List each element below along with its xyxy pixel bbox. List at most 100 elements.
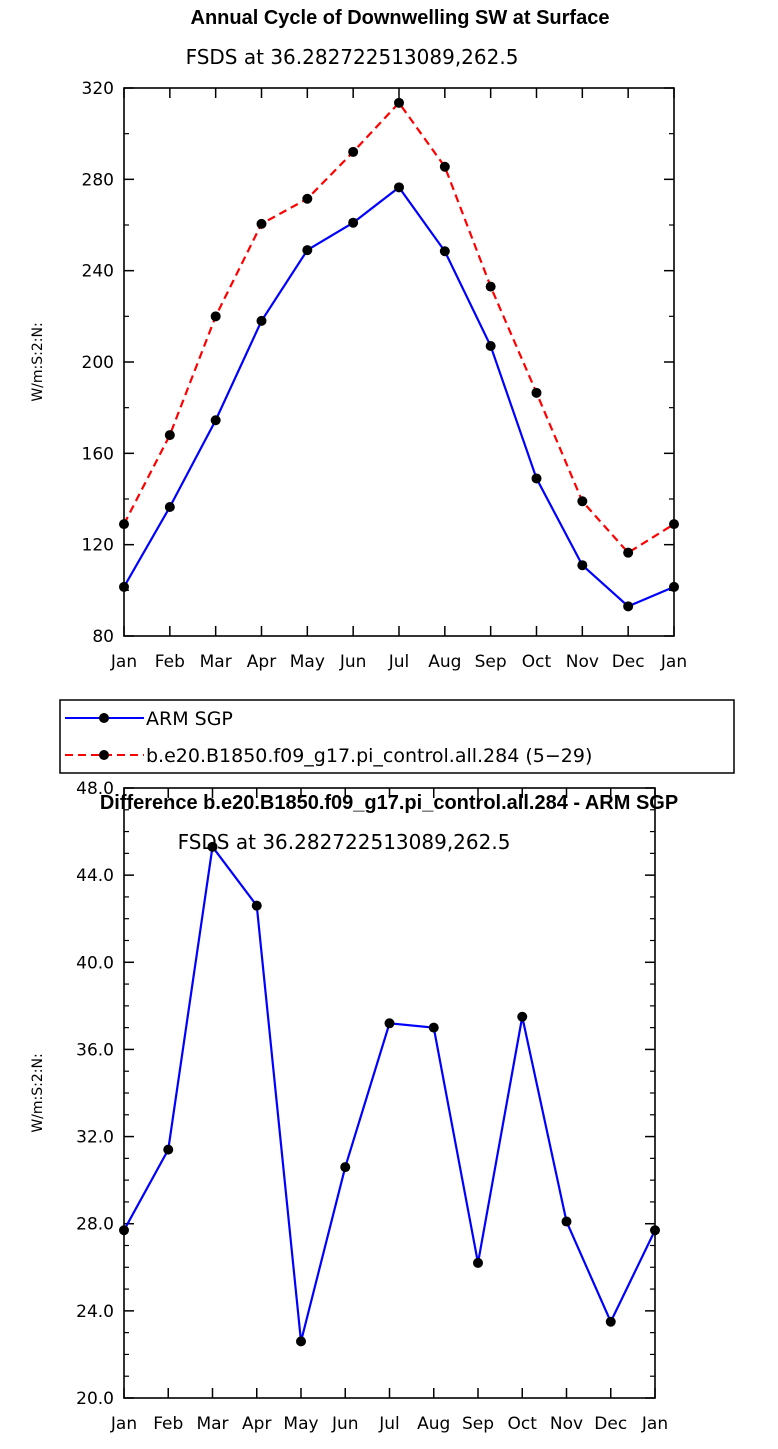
series-0-point <box>340 1162 351 1173</box>
series-0-point <box>119 581 129 592</box>
series-0-point <box>485 341 496 352</box>
series-0-point <box>163 1144 174 1155</box>
series-0-point <box>577 560 588 571</box>
series-1-point <box>531 387 542 398</box>
series-0-point <box>119 1225 129 1236</box>
legend-label-model: b.e20.B1850.f09_g17.pi_control.all.284 (… <box>146 745 592 767</box>
y-tick-label: 160 <box>82 444 114 464</box>
x-tick-label: Jun <box>339 652 367 672</box>
series-0-point <box>207 841 218 852</box>
x-tick-label: Apr <box>242 1414 271 1434</box>
legend-box <box>59 699 735 774</box>
chart-1-legend: ARM SGP b.e20.B1850.f09_g17.pi_control.a… <box>59 699 735 774</box>
x-tick-label: May <box>290 652 325 672</box>
y-tick-label: 20.0 <box>76 1389 114 1409</box>
series-0-point <box>296 1336 306 1347</box>
x-tick-label: Oct <box>508 1414 538 1434</box>
y-tick-label: 44.0 <box>76 866 114 886</box>
y-axis-label: W/m:S:2:N: <box>30 1053 46 1132</box>
series-line-0 <box>123 844 656 1342</box>
y-tick-label: 120 <box>82 536 114 556</box>
x-tick-label: Jan <box>660 652 687 672</box>
x-tick-label: Aug <box>428 652 461 672</box>
series-0-point <box>531 473 542 484</box>
series-0-point <box>251 900 262 911</box>
x-tick-label: Dec <box>594 1414 627 1434</box>
x-tick-label: Sep <box>475 652 507 672</box>
legend-label-arm-sgp: ARM SGP <box>146 708 233 730</box>
legend-marker-model <box>99 750 109 760</box>
y-tick-label: 240 <box>82 262 114 282</box>
y-tick-label: 280 <box>82 170 114 190</box>
series-1-point <box>623 547 634 558</box>
series-1-point <box>164 430 175 441</box>
x-tick-label: Oct <box>522 652 552 672</box>
x-tick-label: Mar <box>200 652 232 672</box>
x-tick-label: Aug <box>417 1414 450 1434</box>
x-tick-label: Sep <box>462 1414 494 1434</box>
series-1-point <box>394 97 404 108</box>
series-1-point <box>210 311 221 322</box>
series-0-point <box>210 415 221 426</box>
series-1-point <box>669 519 679 530</box>
chart-1-plot: Jan Feb Mar Apr May Jun Jul Aug Sep Oct Nov Dec Jan 8… <box>30 79 687 672</box>
series-1-point <box>302 193 313 204</box>
x-tick-label: Feb <box>153 1414 183 1434</box>
series-1-point <box>439 161 450 172</box>
x-tick-label: Nov <box>550 1414 583 1434</box>
series-0-point <box>256 315 267 326</box>
series-0-point <box>517 1011 528 1022</box>
series-0-point <box>669 581 679 592</box>
y-tick-label: 80 <box>92 627 114 647</box>
series-1-point <box>119 519 129 530</box>
x-tick-label: Jan <box>110 1414 137 1434</box>
series-0-point <box>164 501 175 512</box>
series-0-point <box>623 601 634 612</box>
y-tick-label: 40.0 <box>76 953 114 973</box>
x-tick-label: Feb <box>155 652 185 672</box>
chart-2-subtitle: FSDS at 36.282722513089,262.5 <box>178 830 511 854</box>
y-tick-label: 200 <box>82 353 114 373</box>
x-tick-label: Mar <box>196 1414 228 1434</box>
chart-2-plot: Jan Feb Mar Apr May Jun Jul Aug Sep Oct Nov Dec Jan 2… <box>30 779 668 1434</box>
y-tick-label: 32.0 <box>76 1128 114 1148</box>
series-line-0 <box>123 185 675 608</box>
y-tick-label: 48.0 <box>76 779 114 799</box>
plot-frame <box>123 87 675 637</box>
x-tick-label: Jan <box>110 652 137 672</box>
series-0-point <box>473 1257 483 1268</box>
x-tick-label: Jan <box>641 1414 668 1434</box>
x-tick-label: Jun <box>331 1414 359 1434</box>
series-0-point <box>439 246 450 257</box>
series-0-point <box>605 1316 616 1327</box>
chart-1-title: Annual Cycle of Downwelling SW at Surfac… <box>191 7 610 29</box>
x-tick-label: Jul <box>378 1414 400 1434</box>
series-1-point <box>256 218 267 229</box>
x-tick-label: Jul <box>388 652 410 672</box>
legend-marker-arm-sgp <box>99 713 109 723</box>
series-0-point <box>384 1018 395 1029</box>
x-tick-label: Nov <box>566 652 599 672</box>
y-tick-label: 28.0 <box>76 1215 114 1235</box>
series-0-point <box>348 217 359 228</box>
series-0-point <box>394 182 404 193</box>
y-axis-label: W/m:S:2:N: <box>30 322 46 401</box>
series-line-1 <box>123 101 675 555</box>
series-0-point <box>561 1216 572 1227</box>
series-1-point <box>577 496 588 507</box>
x-tick-label: Dec <box>612 652 645 672</box>
y-tick-label: 36.0 <box>76 1040 114 1060</box>
series-1-point <box>485 281 496 292</box>
y-tick-label: 24.0 <box>76 1302 114 1322</box>
x-tick-label: Apr <box>247 652 276 672</box>
chart-2-title: Difference b.e20.B1850.f09_g17.pi_contro… <box>100 792 678 814</box>
series-1-point <box>348 146 359 157</box>
series-0-point <box>650 1225 660 1236</box>
chart-1-subtitle: FSDS at 36.282722513089,262.5 <box>186 45 519 69</box>
series-0-point <box>428 1022 439 1033</box>
y-tick-label: 320 <box>82 79 114 99</box>
series-0-point <box>302 245 313 256</box>
x-tick-label: May <box>283 1414 318 1434</box>
plot-frame <box>123 787 656 1399</box>
